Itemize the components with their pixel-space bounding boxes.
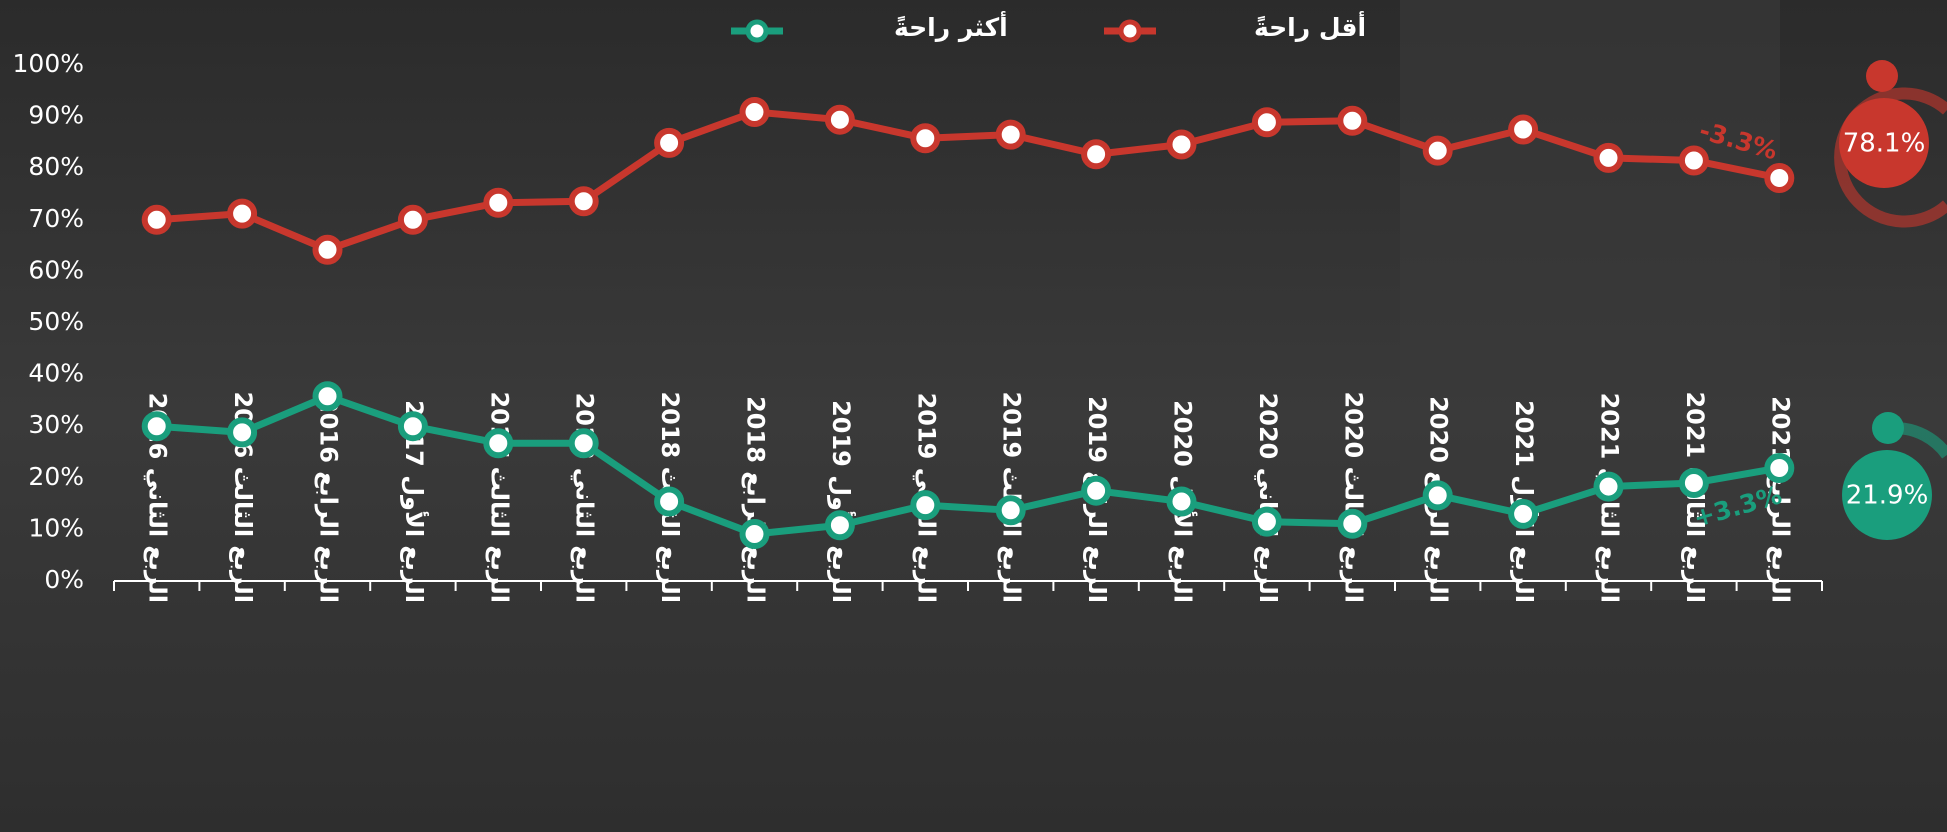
point bbox=[401, 208, 425, 232]
y-tick-label: 90% bbox=[28, 101, 84, 130]
point bbox=[230, 420, 254, 444]
point bbox=[913, 126, 937, 150]
point bbox=[316, 238, 340, 262]
legend-marker bbox=[748, 22, 766, 40]
point bbox=[1767, 456, 1791, 480]
y-tick-label: 50% bbox=[28, 307, 84, 336]
y-tick-label: 10% bbox=[28, 513, 84, 542]
chart: 0% 10% 20% 30% 40% 50% 60% 70% 80% 90% 100% الربع ا… bbox=[0, 0, 1947, 832]
y-tick-label: 20% bbox=[28, 462, 84, 491]
point bbox=[1682, 148, 1706, 172]
point bbox=[999, 498, 1023, 522]
point bbox=[1426, 139, 1450, 163]
y-tick-label: 60% bbox=[28, 255, 84, 284]
point bbox=[486, 431, 510, 455]
point bbox=[486, 191, 510, 215]
point bbox=[572, 431, 596, 455]
x-tick-label: الربع الثاني 2018 bbox=[571, 393, 599, 603]
point bbox=[743, 522, 767, 546]
y-tick-label: 70% bbox=[28, 204, 84, 233]
y-tick-label: 80% bbox=[28, 152, 84, 181]
x-tick-label: الربع الثالث 2020 bbox=[1339, 391, 1367, 603]
point bbox=[401, 414, 425, 438]
badge-label: 21.9% bbox=[1846, 481, 1929, 511]
point bbox=[743, 100, 767, 124]
badge-label: 78.1% bbox=[1843, 129, 1926, 159]
legend-label: أقل راحةً bbox=[1254, 11, 1366, 42]
legend-label: أكثر راحةً bbox=[894, 11, 1008, 43]
y-tick-label: 100% bbox=[13, 49, 84, 78]
point bbox=[913, 493, 937, 517]
point bbox=[999, 123, 1023, 147]
x-tick-label: الربع الرابع 2016 bbox=[315, 396, 343, 603]
y-tick-label: 40% bbox=[28, 359, 84, 388]
point bbox=[572, 189, 596, 213]
x-tick-label: الربع الرابع 2018 bbox=[742, 396, 770, 603]
point bbox=[1597, 146, 1621, 170]
point bbox=[1084, 142, 1108, 166]
point bbox=[1511, 118, 1535, 142]
y-tick-label: 0% bbox=[44, 565, 84, 594]
point bbox=[657, 131, 681, 155]
point bbox=[1255, 510, 1279, 534]
point bbox=[1084, 479, 1108, 503]
point bbox=[657, 490, 681, 514]
point bbox=[1682, 471, 1706, 495]
badge-dot bbox=[1872, 412, 1904, 444]
point bbox=[1255, 110, 1279, 134]
x-tick-label: الربع الثاني 2020 bbox=[1254, 393, 1282, 603]
point bbox=[828, 108, 852, 132]
point bbox=[1340, 109, 1364, 133]
y-tick-label: 30% bbox=[28, 410, 84, 439]
x-tick-label: الربع الثالث 2017 bbox=[485, 391, 513, 603]
point bbox=[1767, 166, 1791, 190]
point bbox=[1426, 483, 1450, 507]
legend-marker bbox=[1121, 22, 1139, 40]
badge-dot bbox=[1866, 60, 1898, 92]
point bbox=[1511, 502, 1535, 526]
point bbox=[316, 384, 340, 408]
point bbox=[828, 513, 852, 537]
point bbox=[1597, 475, 1621, 499]
point bbox=[1170, 490, 1194, 514]
point bbox=[230, 202, 254, 226]
point bbox=[145, 414, 169, 438]
point bbox=[1340, 512, 1364, 536]
x-tick-label: الربع الأول 2019 bbox=[827, 400, 856, 603]
point bbox=[145, 208, 169, 232]
point bbox=[1170, 132, 1194, 156]
